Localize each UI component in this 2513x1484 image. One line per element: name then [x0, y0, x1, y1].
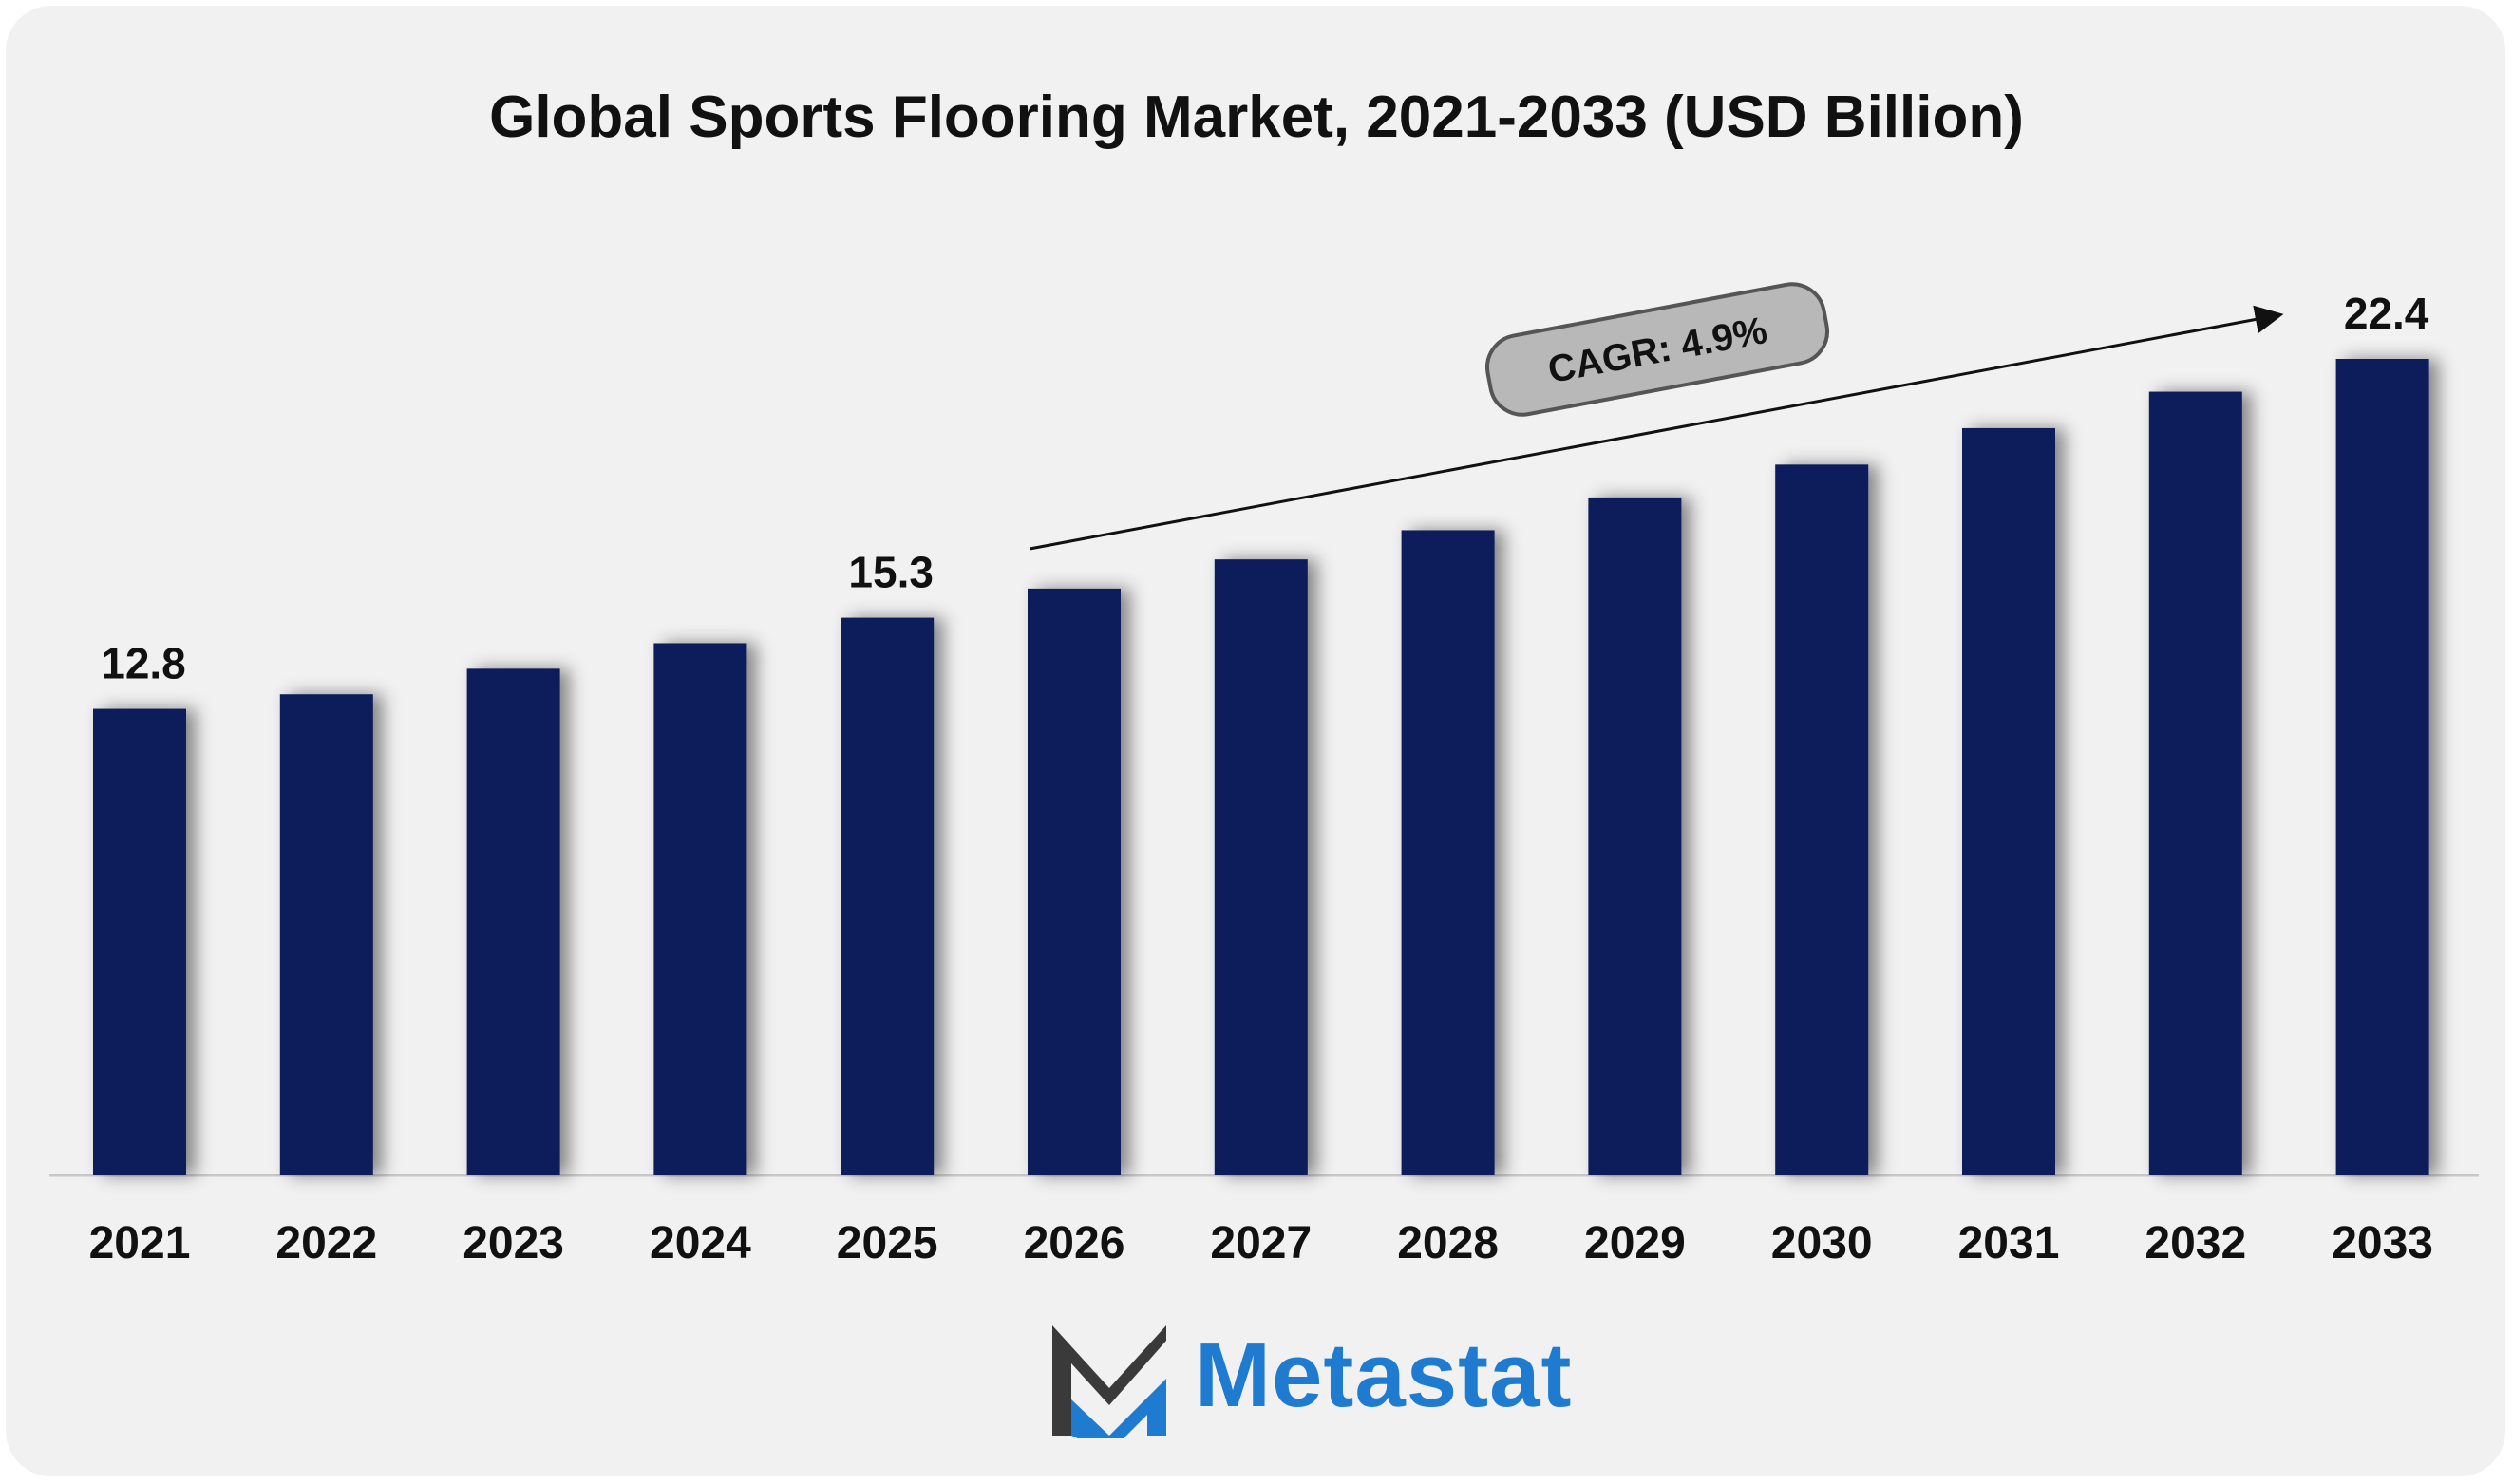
- x-tick-2028: 2028: [1397, 1218, 1499, 1268]
- data-label-2025: 15.3: [848, 548, 934, 597]
- bars-group: [93, 359, 2429, 1176]
- data-label-2033: 22.4: [2344, 289, 2429, 338]
- cagr-pill: CAGR: 4.9%: [1485, 282, 1829, 417]
- x-tick-2026: 2026: [1024, 1218, 1125, 1268]
- x-tick-labels: 2021 2022 2023 2024 2025 2026 2027 2028 2029 2030…: [89, 1218, 2433, 1268]
- cagr-pill-background: [1485, 282, 1829, 417]
- x-tick-2027: 2027: [1210, 1218, 1312, 1268]
- bar-2023: [466, 668, 560, 1175]
- x-tick-2029: 2029: [1584, 1218, 1686, 1268]
- brand-name: Metastat: [1195, 1324, 1573, 1426]
- bar-2021: [93, 708, 186, 1175]
- x-tick-2032: 2032: [2145, 1218, 2246, 1268]
- bar-2026: [1028, 588, 1121, 1175]
- x-tick-2030: 2030: [1771, 1218, 1873, 1268]
- x-tick-2022: 2022: [275, 1218, 377, 1268]
- bar-2030: [1775, 464, 1869, 1175]
- bar-2024: [653, 643, 747, 1175]
- bar-2029: [1588, 497, 1682, 1175]
- data-labels: 12.8 15.3 22.4: [101, 289, 2429, 688]
- cagr-arrow: [1029, 305, 2284, 551]
- x-tick-2023: 2023: [463, 1218, 564, 1268]
- chart-title: Global Sports Flooring Market, 2021-2033…: [489, 85, 2024, 150]
- cagr-annotation: CAGR: 4.9%: [1029, 282, 2284, 551]
- x-tick-2033: 2033: [2332, 1218, 2433, 1268]
- bar-2027: [1214, 559, 1308, 1175]
- x-tick-2025: 2025: [837, 1218, 938, 1268]
- x-tick-2021: 2021: [89, 1218, 191, 1268]
- data-label-2021: 12.8: [101, 639, 186, 688]
- bar-2022: [279, 694, 373, 1175]
- bar-2031: [1962, 427, 2055, 1176]
- bar-2032: [2148, 391, 2242, 1175]
- bar-2025: [841, 617, 935, 1175]
- x-tick-2031: 2031: [1958, 1218, 2060, 1268]
- metastat-mark-icon: [1052, 1325, 1166, 1438]
- bar-2028: [1401, 530, 1495, 1175]
- brand-logo: Metastat: [1045, 1320, 1577, 1438]
- x-tick-2024: 2024: [650, 1218, 751, 1268]
- bar-2033: [2335, 359, 2429, 1175]
